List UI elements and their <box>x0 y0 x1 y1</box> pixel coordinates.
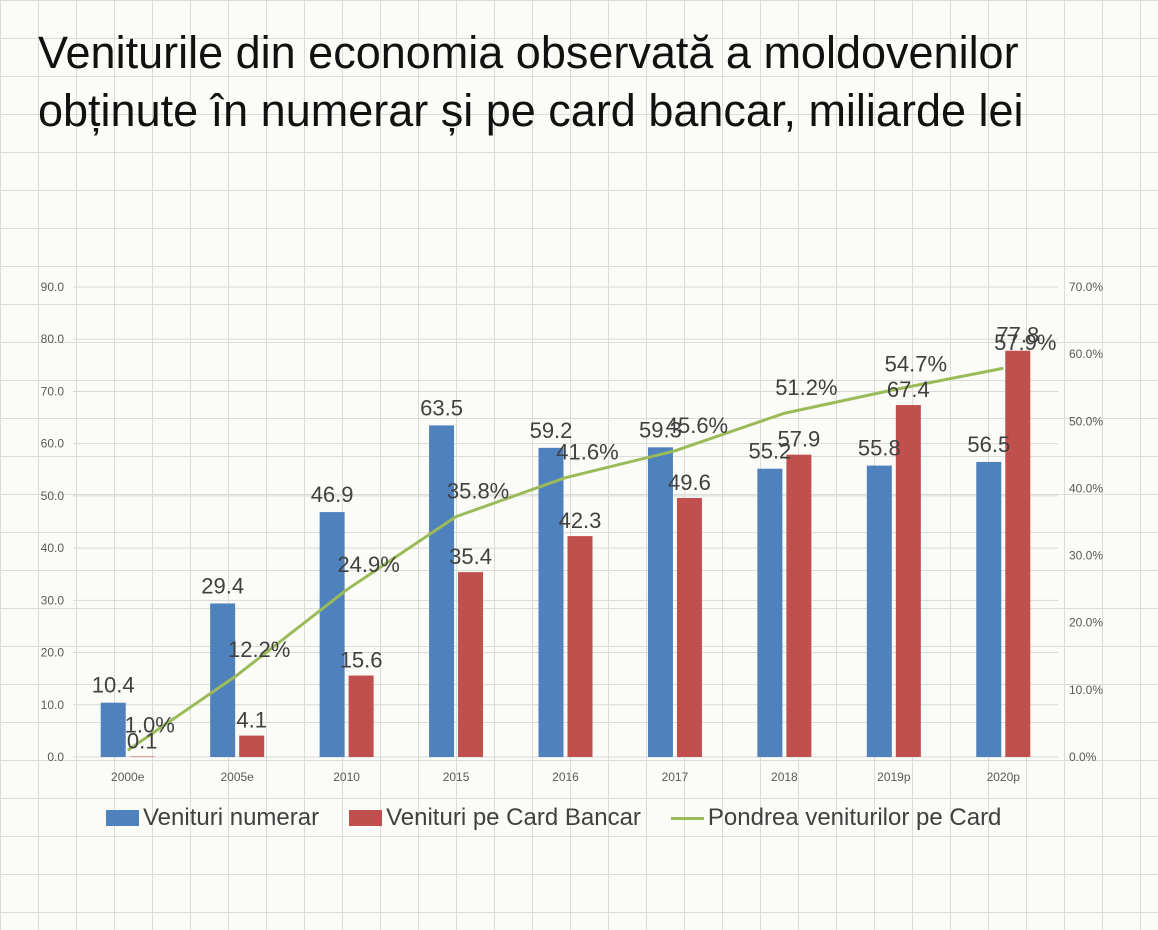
label-numerar: 59.2 <box>530 418 573 443</box>
label-numerar: 56.5 <box>967 432 1010 457</box>
label-card: 49.6 <box>668 470 711 495</box>
legend-item-card: Venituri pe Card Bancar <box>349 804 641 832</box>
x-tick-label: 2018 <box>771 770 798 784</box>
y2-tick-label: 50.0% <box>1069 414 1103 428</box>
label-share: 51.2% <box>775 375 837 400</box>
label-card: 67.4 <box>887 377 930 402</box>
label-card: 57.9 <box>777 427 820 452</box>
label-share: 1.0% <box>125 712 175 737</box>
legend-swatch-share <box>670 816 704 820</box>
label-numerar: 46.9 <box>311 482 354 507</box>
bar-numerar <box>976 461 1002 757</box>
bar-card <box>895 405 921 757</box>
y2-tick-label: 60.0% <box>1069 347 1103 361</box>
y2-tick-label: 30.0% <box>1069 549 1103 563</box>
share-line <box>126 366 1004 752</box>
y-tick-label: 70.0 <box>41 384 65 398</box>
x-tick-label: 2017 <box>662 770 689 784</box>
y-tick-label: 10.0 <box>41 698 65 712</box>
y-tick-label: 90.0 <box>41 280 65 294</box>
x-tick-label: 2019p <box>877 770 911 784</box>
bar-card <box>348 675 374 757</box>
label-share: 35.8% <box>447 479 509 504</box>
legend-label-numerar: Venituri numerar <box>143 804 320 831</box>
bar-card <box>458 572 484 757</box>
label-share: 54.7% <box>885 352 947 377</box>
bar-card <box>1005 350 1031 757</box>
legend-label-share: Pondrea veniturilor pe Card <box>707 804 1002 831</box>
x-tick-label: 2016 <box>552 770 579 784</box>
y-tick-label: 80.0 <box>41 332 65 346</box>
legend-label-card: Venituri pe Card Bancar <box>386 804 641 831</box>
label-share: 41.6% <box>556 440 618 465</box>
label-numerar: 10.4 <box>92 673 135 698</box>
x-tick-label: 2005e <box>220 770 254 784</box>
y2-tick-label: 40.0% <box>1069 481 1103 495</box>
bar-numerar <box>429 425 455 757</box>
gridlines <box>73 286 1058 758</box>
y2-tick-label: 20.0% <box>1069 616 1103 630</box>
label-numerar: 63.5 <box>420 395 463 420</box>
bar-card <box>239 735 265 757</box>
bar-numerar <box>538 447 564 757</box>
y-tick-label: 60.0 <box>41 437 65 451</box>
x-tick-label: 2015 <box>443 770 470 784</box>
x-tick-label: 2020p <box>987 770 1021 784</box>
label-share: 57.9% <box>994 330 1056 355</box>
y-tick-label: 50.0 <box>41 489 65 503</box>
label-share: 45.6% <box>666 413 728 438</box>
bars <box>100 350 1031 757</box>
label-card: 4.1 <box>236 708 267 733</box>
legend: Venituri numerar Venituri pe Card Bancar… <box>106 800 1031 836</box>
bar-card <box>567 536 593 757</box>
bar-numerar <box>100 702 126 757</box>
y-tick-label: 0.0 <box>47 750 64 764</box>
y-tick-label: 40.0 <box>41 541 65 555</box>
legend-item-numerar: Venituri numerar <box>106 804 319 832</box>
label-numerar: 55.8 <box>858 436 901 461</box>
label-card: 42.3 <box>559 508 602 533</box>
label-card: 77.8 <box>996 323 1039 348</box>
axis-ticks: 0.0 10.0 20.0 30.0 40.0 50.0 60.0 70.0 80.0 90.0 0… <box>41 280 1104 784</box>
label-numerar: 55.2 <box>748 439 791 464</box>
y2-tick-label: 70.0% <box>1069 280 1103 294</box>
legend-swatch-card <box>349 810 383 826</box>
y-tick-label: 20.0 <box>41 646 65 660</box>
bar-card <box>129 756 155 757</box>
chart-title: Veniturile din economia observată a mold… <box>38 27 1024 136</box>
y2-tick-label: 10.0% <box>1069 683 1103 697</box>
label-numerar: 59.3 <box>639 417 682 442</box>
bar-card <box>786 454 812 757</box>
data-labels: 10.4 0.11.0% 29.4 4.1 12.2% 46.9 15.6 24.9% 63.5… <box>92 323 1057 754</box>
label-card: 35.4 <box>449 544 492 569</box>
label-share: 12.2% <box>228 637 290 662</box>
label-share: 24.9% <box>337 552 399 577</box>
y2-tick-label: 0.0% <box>1069 750 1097 764</box>
x-tick-label: 2000e <box>111 770 145 784</box>
label-card: 15.6 <box>340 648 383 673</box>
label-card: 0.1 <box>127 728 158 753</box>
bar-numerar <box>866 465 892 757</box>
bar-numerar <box>647 447 673 757</box>
bar-card <box>676 497 702 757</box>
legend-swatch-numerar <box>106 810 139 826</box>
y-tick-label: 30.0 <box>41 593 65 607</box>
label-numerar: 29.4 <box>201 573 244 598</box>
bar-numerar <box>757 468 783 757</box>
x-tick-label: 2010 <box>333 770 360 784</box>
bar-numerar <box>319 512 345 757</box>
legend-item-share: Pondrea veniturilor pe Card <box>670 804 1002 832</box>
